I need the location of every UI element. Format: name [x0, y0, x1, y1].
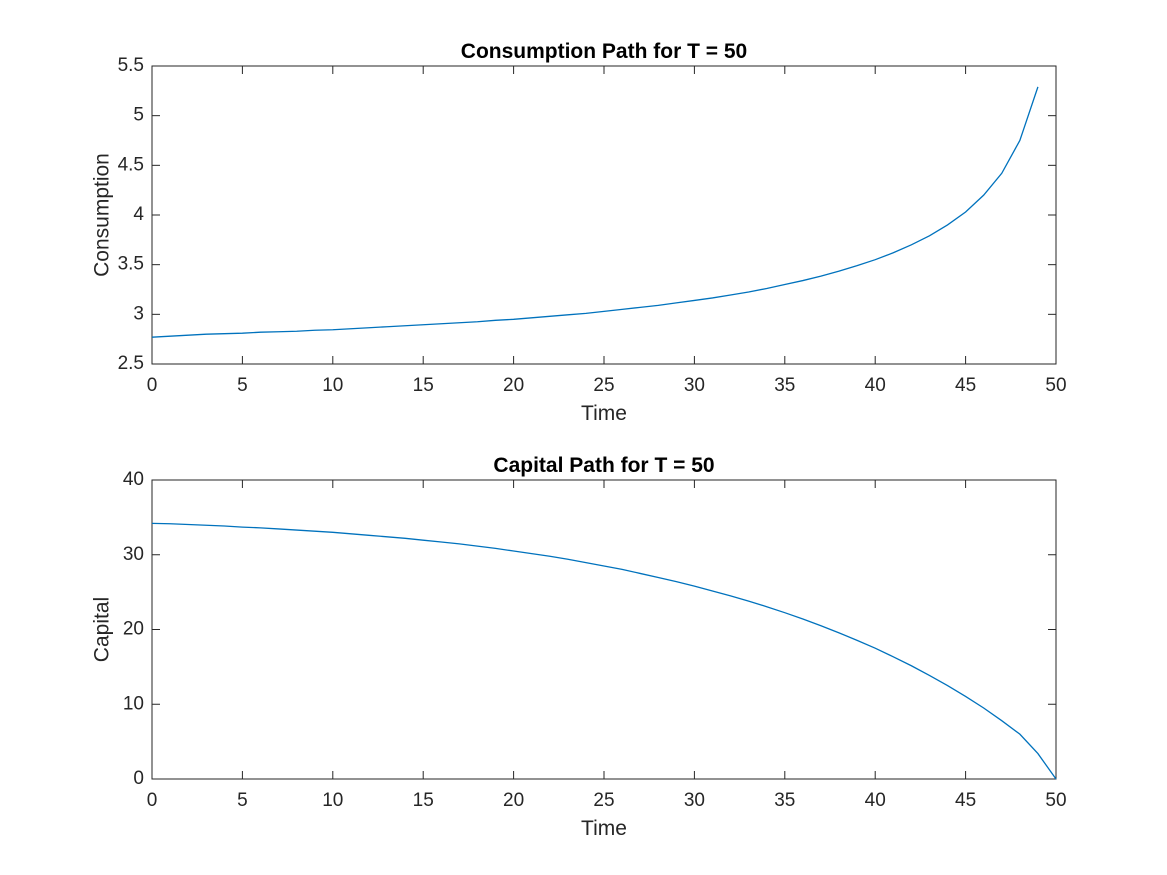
consumption-x-tick-label: 40	[865, 375, 886, 396]
capital-axes: Capital Path for T = 50 Time Capital 0 5 1…	[91, 454, 1067, 840]
consumption-y-tick-label: 4	[133, 204, 144, 225]
consumption-y-tick-label: 3	[133, 303, 144, 324]
capital-y-axis-label: Capital	[91, 597, 114, 662]
consumption-x-tick-label: 20	[503, 375, 524, 396]
capital-chart-title: Capital Path for T = 50	[493, 454, 714, 477]
capital-x-tick-label: 15	[413, 790, 434, 811]
consumption-series-line	[151, 86, 1039, 338]
capital-x-tick-label: 30	[684, 790, 705, 811]
capital-x-tick-label: 40	[865, 790, 886, 811]
consumption-x-tick-label: 30	[684, 375, 705, 396]
capital-x-tick-label: 20	[503, 790, 524, 811]
consumption-y-tick-label: 5.5	[118, 55, 144, 76]
capital-y-tick-label: 10	[123, 693, 144, 714]
capital-y-tick-label: 20	[123, 619, 144, 640]
capital-x-tick-label: 5	[237, 790, 248, 811]
consumption-x-tick-label: 10	[322, 375, 343, 396]
consumption-x-tick-label: 50	[1045, 375, 1066, 396]
consumption-x-tick-label: 25	[593, 375, 614, 396]
consumption-plot-frame	[151, 65, 1057, 365]
capital-x-tick-label: 50	[1045, 790, 1066, 811]
consumption-x-tick-label: 45	[955, 375, 976, 396]
consumption-y-tick-label: 2.5	[118, 353, 144, 374]
consumption-x-axis-label: Time	[581, 402, 627, 425]
consumption-chart-title: Consumption Path for T = 50	[461, 40, 747, 63]
capital-x-tick-label: 35	[774, 790, 795, 811]
consumption-y-tick-label: 3.5	[118, 254, 144, 275]
capital-x-tick-label: 10	[322, 790, 343, 811]
consumption-y-axis-label: Consumption	[91, 153, 114, 277]
capital-x-tick-label: 0	[147, 790, 158, 811]
capital-y-tick-label: 0	[133, 768, 144, 789]
consumption-x-tick-label: 0	[147, 375, 158, 396]
capital-x-axis-label: Time	[581, 817, 627, 840]
capital-series-line	[151, 522, 1057, 780]
consumption-y-tick-label: 5	[133, 105, 144, 126]
consumption-x-tick-label: 15	[413, 375, 434, 396]
capital-x-tick-label: 25	[593, 790, 614, 811]
consumption-axes: Consumption Path for T = 50 Time Consump…	[91, 40, 1067, 425]
consumption-y-tick-label: 4.5	[118, 154, 144, 175]
consumption-x-tick-label: 35	[774, 375, 795, 396]
capital-y-tick-label: 30	[123, 544, 144, 565]
capital-plot-frame	[151, 479, 1057, 780]
capital-x-tick-label: 45	[955, 790, 976, 811]
consumption-x-tick-label: 5	[237, 375, 248, 396]
capital-y-tick-label: 40	[123, 469, 144, 490]
